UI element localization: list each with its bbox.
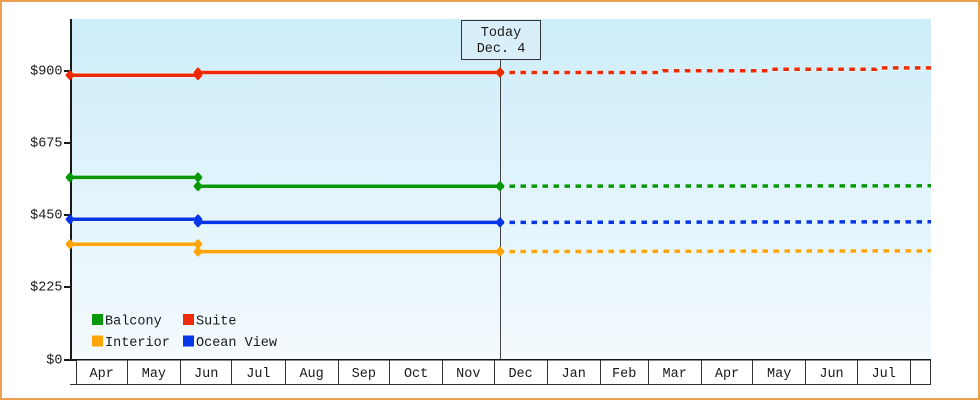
svg-text:Ocean View: Ocean View xyxy=(196,336,277,351)
svg-text:Mar: Mar xyxy=(663,367,687,382)
svg-text:Oct: Oct xyxy=(404,367,428,382)
svg-text:May: May xyxy=(142,367,166,382)
svg-text:Dec. 4: Dec. 4 xyxy=(477,42,526,57)
svg-text:Interior: Interior xyxy=(105,336,170,351)
svg-text:$900: $900 xyxy=(30,65,62,80)
svg-text:Suite: Suite xyxy=(196,315,237,330)
svg-text:Dec: Dec xyxy=(508,367,532,382)
svg-text:Jul: Jul xyxy=(872,367,896,382)
svg-text:Sep: Sep xyxy=(352,367,376,382)
svg-text:Jun: Jun xyxy=(819,367,843,382)
svg-text:Nov: Nov xyxy=(456,367,480,382)
svg-text:Balcony: Balcony xyxy=(105,315,162,330)
svg-text:$675: $675 xyxy=(30,137,62,152)
svg-text:$225: $225 xyxy=(30,281,62,296)
svg-text:Today: Today xyxy=(481,26,522,41)
svg-text:May: May xyxy=(767,367,791,382)
svg-text:$450: $450 xyxy=(30,209,62,224)
svg-text:Jan: Jan xyxy=(562,367,586,382)
svg-text:Jul: Jul xyxy=(246,367,270,382)
svg-text:Feb: Feb xyxy=(612,367,636,382)
svg-text:Apr: Apr xyxy=(90,367,114,382)
svg-text:Aug: Aug xyxy=(299,367,323,382)
svg-text:Apr: Apr xyxy=(715,367,739,382)
svg-text:$0: $0 xyxy=(46,354,62,369)
svg-text:Jun: Jun xyxy=(194,367,218,382)
